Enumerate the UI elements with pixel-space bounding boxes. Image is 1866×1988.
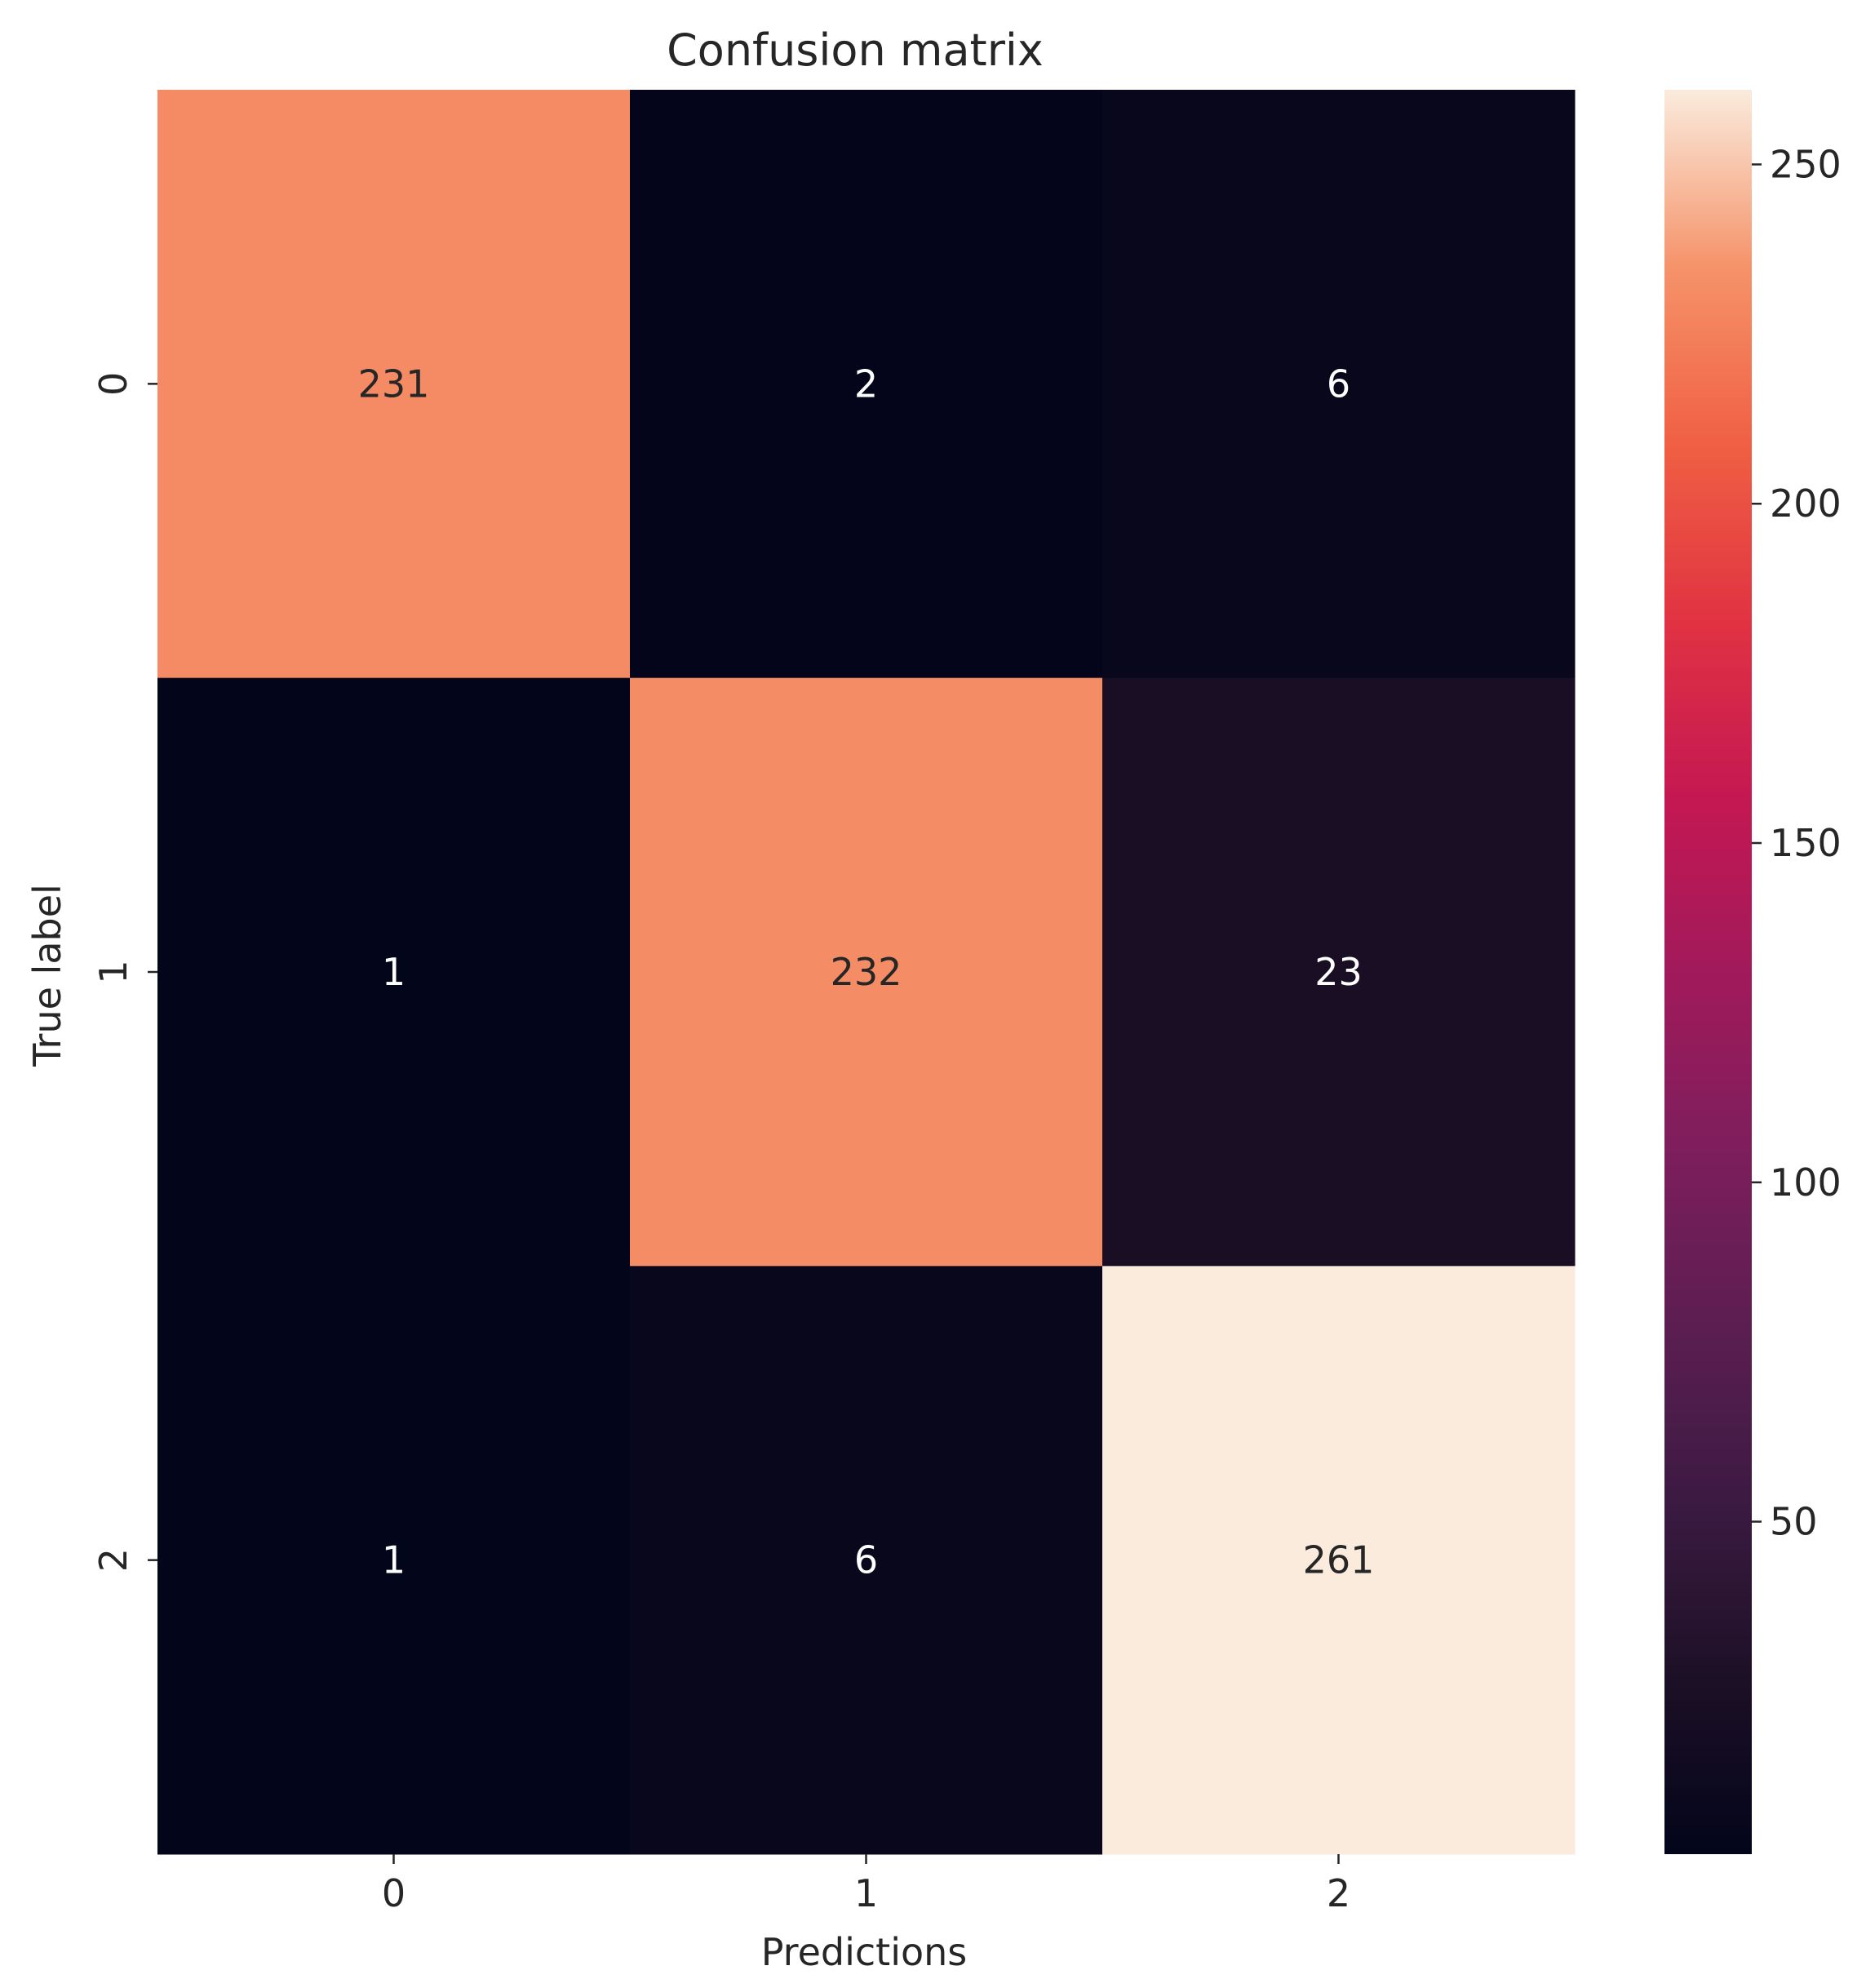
- heatmap-cell-r1-c0: [157, 677, 631, 1267]
- x-tick-label-1: 1: [854, 1871, 878, 1915]
- heatmap-cell-r2-c0: [157, 1266, 631, 1855]
- x-axis-label: Predictions: [761, 1930, 967, 1974]
- chart-title: Confusion matrix: [667, 24, 1044, 76]
- colorbar-tick-label-50: 50: [1770, 1500, 1818, 1544]
- heatmap-cell-labels: 231 2 61 232 231 6 261: [358, 362, 1375, 1582]
- colorbar-tick-label-200: 200: [1770, 481, 1842, 526]
- cell-value-r0-c1: 2: [854, 362, 878, 406]
- y-tick-label-1: 1: [91, 960, 135, 983]
- cell-value-r2-c0: 1: [382, 1538, 406, 1582]
- heatmap-cell-r2-c2: [1102, 1266, 1576, 1855]
- colorbar-tick-label-250: 250: [1770, 142, 1842, 186]
- cell-value-r1-c1: 232: [831, 950, 902, 994]
- cell-value-r2-c1: 6: [854, 1538, 878, 1582]
- y-axis-ticks: 0 1 2: [91, 372, 157, 1572]
- heatmap-cell-r1-c2: [1102, 677, 1576, 1267]
- cell-value-r1-c2: 23: [1314, 950, 1363, 994]
- cell-value-r0-c2: 6: [1327, 362, 1350, 406]
- colorbar: [1664, 90, 1752, 1854]
- x-tick-label-0: 0: [382, 1871, 406, 1915]
- colorbar-tick-label-100: 100: [1770, 1160, 1842, 1205]
- heatmap-cell-r0-c0: [157, 90, 631, 679]
- y-tick-label-0: 0: [91, 372, 135, 396]
- colorbar-tick-label-150: 150: [1770, 821, 1842, 865]
- cell-value-r2-c2: 261: [1303, 1538, 1375, 1582]
- heatmap-cell-r2-c1: [630, 1266, 1103, 1855]
- heatmap-cell-r1-c1: [630, 677, 1103, 1267]
- y-tick-label-2: 2: [91, 1548, 135, 1572]
- heatmap-cells: [157, 90, 1576, 1855]
- x-tick-label-2: 2: [1327, 1871, 1350, 1915]
- y-axis-label: True label: [25, 884, 69, 1067]
- heatmap-cell-r0-c2: [1102, 90, 1576, 679]
- cell-value-r1-c0: 1: [382, 950, 406, 994]
- x-axis-ticks: 0 1 2: [382, 1854, 1350, 1915]
- heatmap-cell-r0-c1: [630, 90, 1103, 679]
- colorbar-ticks: 50 100 150 200 250: [1752, 142, 1842, 1544]
- cell-value-r0-c0: 231: [358, 362, 430, 406]
